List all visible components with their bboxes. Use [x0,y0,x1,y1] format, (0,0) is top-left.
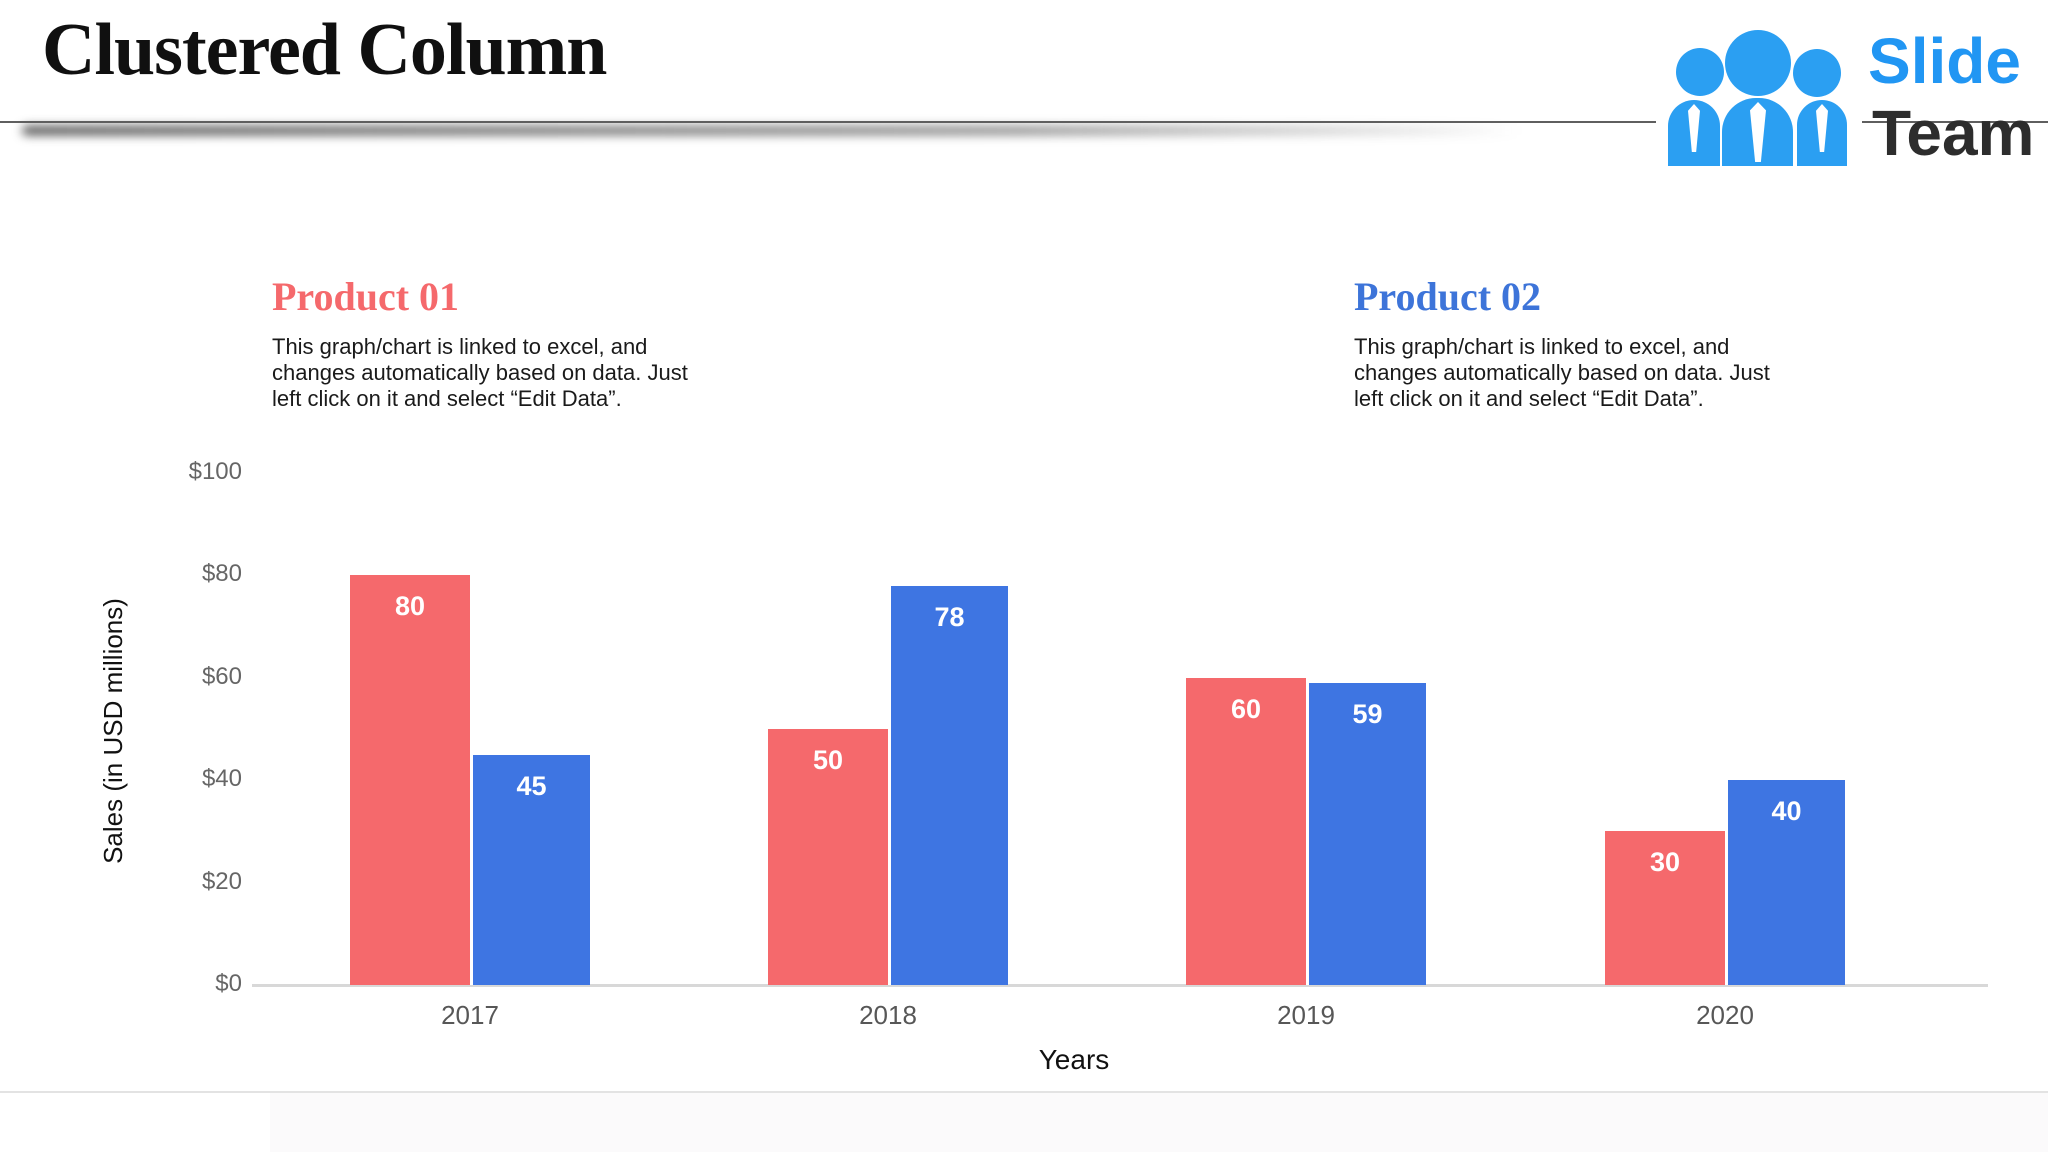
bar-value-label: 50 [812,745,844,775]
bar-value-label: 60 [1230,694,1262,724]
page-title: Clustered Column [42,9,607,91]
bottom-strip-left [0,1093,270,1152]
bar-product01-2020: 30 [1605,831,1725,985]
x-axis-tick-label: 2018 [859,1000,917,1030]
tie-icon [1688,104,1700,152]
header-shadow [22,126,1552,135]
bar-value-label: 78 [934,602,965,632]
bar-product01-2018: 50 [768,729,888,985]
x-axis-tick-label: 2017 [441,1000,499,1030]
y-axis-title: Sales (in USD millions) [98,598,128,864]
y-axis-tick-label: $40 [201,765,242,793]
product2-heading: Product 02 [1354,274,1542,319]
x-axis-tick-label: 2019 [1277,1000,1335,1030]
bottom-divider [0,1091,2048,1093]
logo-text-team: Team [1872,97,2035,169]
product2-description: This graph/chart is linked to excel, and… [1354,334,1770,411]
bar-value-label: 59 [1352,699,1383,729]
bar-product02-2018: 78 [888,586,1008,985]
bar-value-label: 45 [516,771,547,801]
logo-text-slide: Slide [1868,25,2021,97]
bar-product01-2019: 60 [1186,678,1306,985]
tie-icon [1816,104,1828,152]
y-axis-tick-label: $100 [188,458,242,485]
product2-section: Product 02 This graph/chart is linked to… [1354,274,1824,412]
x-axis-title: Years [1038,1044,1110,1075]
slideteam-people-icon [1664,28,1854,166]
y-axis-tick-label: $20 [201,867,242,895]
bar-value-label: 30 [1649,847,1681,877]
x-axis-tick-label: 2020 [1696,1000,1754,1030]
bar-value-label: 80 [394,591,426,621]
person-icon [1725,30,1791,96]
bar-product02-2019: 59 [1306,683,1426,985]
product1-heading: Product 01 [272,274,460,319]
y-axis-tick-label: $60 [201,662,242,690]
x-axis-line [252,984,1988,987]
product1-section: Product 01 This graph/chart is linked to… [272,274,742,412]
y-axis-tick-label: $80 [201,560,242,588]
bar-product02-2020: 40 [1725,780,1845,985]
bar-product01-2017: 80 [350,575,470,985]
bar-value-label: 40 [1771,796,1802,826]
header-divider [0,121,2048,123]
tie-icon [1750,102,1766,162]
person-icon [1793,49,1841,97]
bar-product02-2017: 45 [470,755,590,985]
person-icon [1676,48,1724,96]
bottom-strip [0,1093,2048,1152]
y-axis-tick-label: $0 [215,970,242,997]
product1-description: This graph/chart is linked to excel, and… [272,334,688,411]
